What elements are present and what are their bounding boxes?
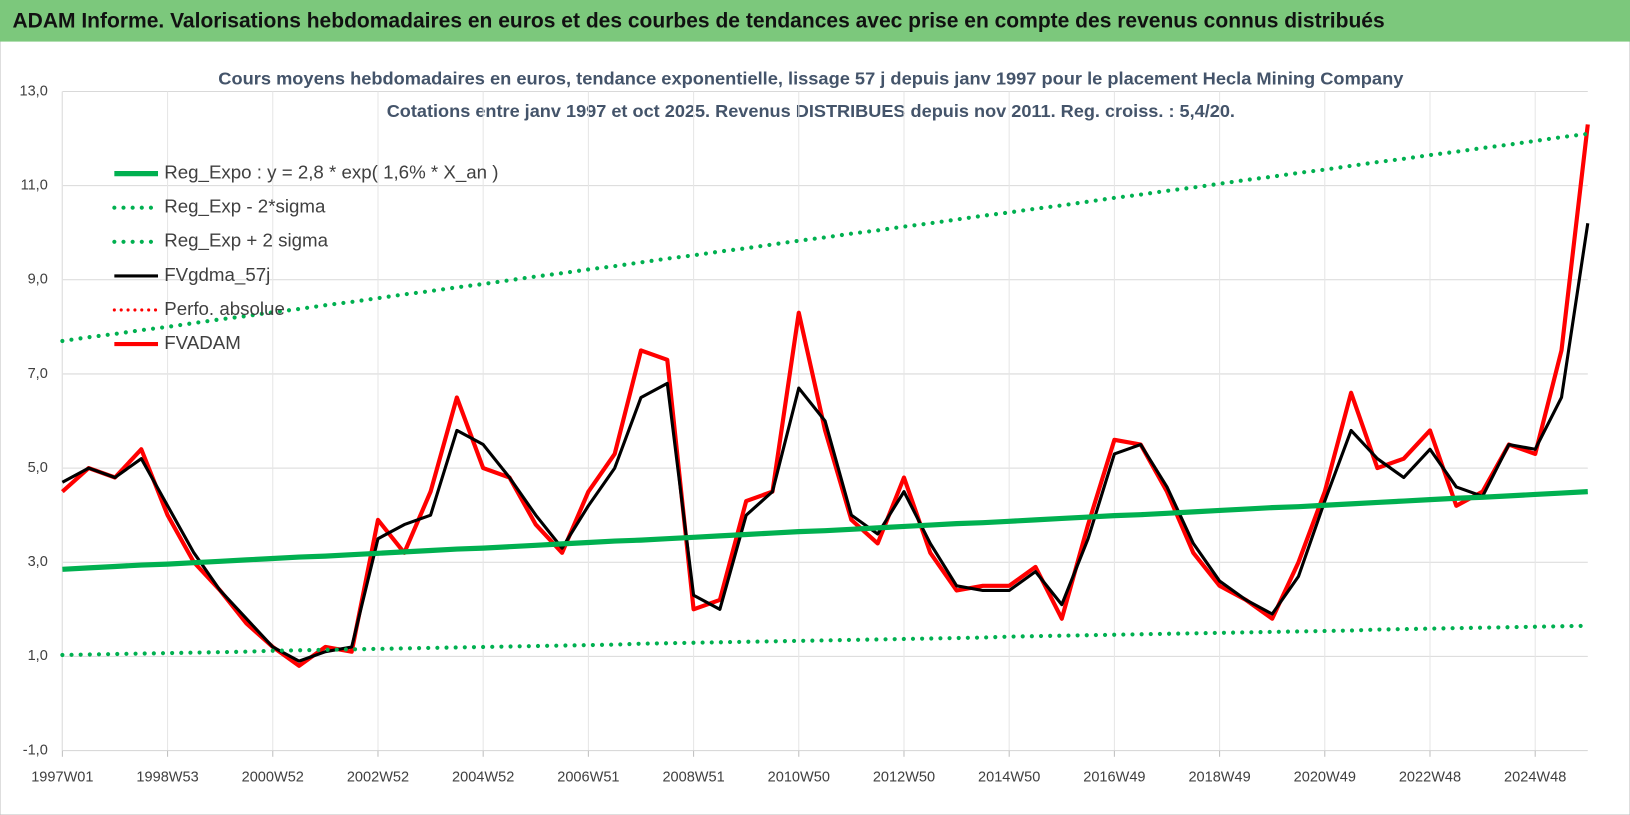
header-bar — [0, 0, 1630, 42]
x-tick-label: 2002W52 — [347, 769, 409, 785]
series-line — [60, 623, 1590, 658]
x-tick-label: 2010W50 — [768, 769, 830, 785]
legend-label: Reg_Expo : y = 2,8 * exp( 1,6% * X_an ) — [164, 162, 498, 184]
y-tick-label: 7,0 — [28, 366, 48, 382]
x-tick-label: 1998W53 — [136, 769, 198, 785]
x-tick-label: 2018W49 — [1188, 769, 1250, 785]
y-tick-label: 13,0 — [20, 83, 48, 99]
legend-label: FVADAM — [164, 332, 241, 353]
header-title: ADAM Informe. Valorisations hebdomadaire… — [12, 9, 1384, 32]
x-tick-label: 2008W51 — [662, 769, 724, 785]
x-tick-label: 2000W52 — [242, 769, 304, 785]
series-line — [60, 131, 1590, 344]
series-line — [62, 489, 1588, 572]
x-tick-label: 2022W48 — [1399, 769, 1461, 785]
x-tick-label: 2016W49 — [1083, 769, 1145, 785]
y-tick-label: -1,0 — [23, 742, 48, 758]
legend-label: Perfo. absolue — [164, 298, 285, 319]
legend-label: FVgdma_57j — [164, 264, 270, 286]
y-tick-label: 3,0 — [28, 554, 48, 570]
y-tick-label: 5,0 — [28, 460, 48, 476]
series-line — [61, 223, 1590, 663]
x-tick-label: 2012W50 — [873, 769, 935, 785]
x-tick-label: 2020W49 — [1294, 769, 1356, 785]
x-tick-label: 2004W52 — [452, 769, 514, 785]
y-tick-label: 9,0 — [28, 272, 48, 288]
y-tick-label: 1,0 — [28, 648, 48, 664]
y-tick-label: 11,0 — [21, 177, 48, 193]
legend-label: Reg_Exp - 2*sigma — [164, 196, 326, 218]
x-tick-label: 1997W01 — [31, 769, 93, 785]
x-tick-label: 2006W51 — [557, 769, 619, 785]
legend-label: Reg_Exp + 2 sigma — [164, 230, 328, 252]
x-tick-label: 2024W48 — [1504, 769, 1566, 785]
chart-subtitle: Cotations entre janv 1997 et oct 2025. R… — [387, 101, 1235, 121]
x-tick-label: 2014W50 — [978, 769, 1040, 785]
chart-title: Cours moyens hebdomadaires en euros, ten… — [218, 69, 1403, 89]
